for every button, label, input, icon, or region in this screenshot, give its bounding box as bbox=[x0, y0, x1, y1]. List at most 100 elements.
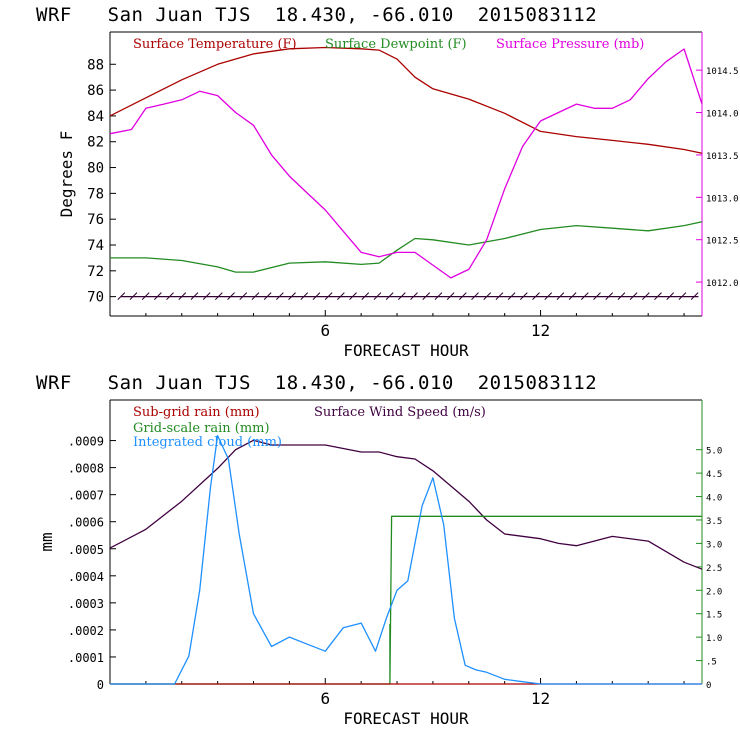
y-tick-label: .0008 bbox=[68, 462, 104, 476]
wind-barb bbox=[312, 292, 321, 300]
wind-barb bbox=[202, 292, 211, 300]
y-tick-label: 86 bbox=[87, 83, 104, 99]
top-chart-title: WRF San Juan TJS 18.430, -66.010 2015083… bbox=[36, 4, 598, 26]
y2-tick-label: 2.5 bbox=[706, 564, 722, 574]
series-line-grid-scale-rain-mm bbox=[110, 515, 702, 685]
wind-barb bbox=[446, 292, 455, 300]
y2-tick-label: 1012.0 bbox=[706, 279, 739, 289]
y2-tick-label: 1014.0 bbox=[706, 110, 739, 120]
y2-tick-label: 4.0 bbox=[706, 494, 722, 504]
series-line-surface-pressure-mb bbox=[109, 48, 703, 279]
wind-barb bbox=[507, 292, 516, 300]
series-line-surface-wind-speed-m-s bbox=[109, 439, 703, 570]
y-tick-label: .0002 bbox=[68, 624, 104, 638]
wind-barb bbox=[458, 292, 467, 300]
y-tick-label: 78 bbox=[87, 186, 104, 202]
wind-barb bbox=[349, 292, 357, 300]
y-tick-label: 82 bbox=[87, 135, 104, 151]
temperature-dewpoint-pressure-chart: 6 12 FORECAST HOUR 70 72 74 76 78 80 82 84 86 88 Degr… bbox=[57, 31, 739, 360]
x-tick-label: 6 bbox=[320, 689, 330, 708]
wind-barb bbox=[434, 292, 443, 300]
wind-barb bbox=[605, 292, 614, 300]
wind-barb bbox=[544, 292, 553, 300]
y2-tick-label: 3.5 bbox=[706, 517, 722, 527]
bottom-chart-title: WRF San Juan TJS 18.430, -66.010 2015083… bbox=[36, 372, 598, 394]
wind-barb bbox=[422, 292, 431, 300]
y2-tick-label: 4.5 bbox=[706, 470, 722, 480]
wind-barb bbox=[568, 292, 577, 300]
wind-barb bbox=[141, 292, 150, 300]
wind-barb bbox=[690, 292, 699, 300]
wind-barb bbox=[178, 292, 187, 300]
wind-barb bbox=[593, 292, 601, 300]
y-tick-label: .0004 bbox=[68, 570, 104, 584]
wind-barb bbox=[336, 292, 345, 300]
legend-entry-sub-grid-rain-mm: Sub-grid rain (mm) bbox=[133, 405, 260, 420]
wind-barb bbox=[129, 292, 138, 300]
wind-barb bbox=[666, 292, 675, 300]
wind-barb bbox=[519, 292, 528, 300]
wind-barb bbox=[300, 292, 309, 300]
y2-tick-label: 1013.5 bbox=[706, 152, 739, 162]
wind-barb bbox=[410, 292, 418, 300]
wind-barb bbox=[373, 292, 382, 300]
wind-barb bbox=[471, 292, 479, 300]
y-tick-label: .0007 bbox=[68, 489, 104, 503]
x-tick-label: 12 bbox=[531, 689, 550, 708]
y2-tick-label: .5 bbox=[706, 658, 717, 668]
y-tick-label: .0009 bbox=[68, 435, 104, 449]
wind-barb bbox=[263, 292, 272, 300]
x-axis-label: FORECAST HOUR bbox=[343, 341, 469, 360]
series-line-surface-temperature-f bbox=[109, 46, 703, 154]
legend-entry-surface-dewpoint-f: Surface Dewpoint (F) bbox=[325, 37, 467, 52]
wind-barb bbox=[251, 292, 260, 300]
wind-barb bbox=[117, 292, 126, 300]
y-tick-label: .0005 bbox=[68, 543, 104, 557]
wind-barb bbox=[495, 292, 504, 300]
wind-barb bbox=[275, 292, 284, 300]
y-tick-label: .0006 bbox=[68, 516, 104, 530]
y2-tick-label: 1014.5 bbox=[706, 67, 739, 77]
wind-barb bbox=[215, 292, 223, 300]
x-tick-label: 12 bbox=[531, 321, 550, 340]
wind-barb bbox=[385, 292, 394, 300]
y-tick-label: 84 bbox=[87, 109, 104, 125]
y2-tick-label: 1.0 bbox=[706, 634, 722, 644]
wind-barb bbox=[532, 292, 540, 300]
x-tick-label: 6 bbox=[320, 321, 330, 340]
y-axis-label: Degrees F bbox=[57, 131, 76, 218]
y2-tick-label: 1012.5 bbox=[706, 237, 739, 247]
legend-entry-integrated-cloud-mm: Integrated cloud (mm) bbox=[133, 435, 282, 450]
wind-barb bbox=[239, 292, 248, 300]
y-tick-label: .0001 bbox=[68, 651, 104, 665]
legend-entry-surface-temperature-f: Surface Temperature (F) bbox=[133, 37, 297, 52]
wind-barb bbox=[580, 292, 589, 300]
wind-barb bbox=[556, 292, 565, 300]
legend-entry-surface-wind-speed-m-s: Surface Wind Speed (m/s) bbox=[314, 405, 486, 420]
wind-barb bbox=[288, 292, 296, 300]
y2-tick-label: 3.0 bbox=[706, 540, 722, 550]
y-tick-label: 72 bbox=[87, 264, 104, 280]
y-tick-label: 80 bbox=[87, 161, 104, 177]
y2-tick-label: 2.0 bbox=[706, 587, 722, 597]
y-tick-label: 76 bbox=[87, 212, 104, 228]
wind-barb bbox=[654, 292, 662, 300]
y2-tick-label: 1.5 bbox=[706, 611, 722, 621]
wind-barb bbox=[166, 292, 174, 300]
wind-barb bbox=[324, 292, 333, 300]
y-tick-label: 74 bbox=[87, 238, 104, 254]
rain-cloud-wind-chart: 6 12 FORECAST HOUR 0 .0001 .0002 .0003 .0004 .00… bbox=[37, 399, 722, 728]
x-axis-label: FORECAST HOUR bbox=[343, 709, 469, 728]
y2-tick-label: 1013.0 bbox=[706, 194, 739, 204]
y-axis-label: mm bbox=[37, 532, 56, 551]
wind-barb bbox=[397, 292, 406, 300]
series-line-integrated-cloud-mm bbox=[110, 434, 702, 685]
wind-barb bbox=[629, 292, 638, 300]
wind-barb bbox=[678, 292, 687, 300]
wind-barb bbox=[154, 292, 162, 300]
y2-tick-label: 0 bbox=[706, 681, 711, 691]
y-tick-label: 70 bbox=[87, 290, 104, 306]
legend-entry-surface-pressure-mb: Surface Pressure (mb) bbox=[496, 37, 644, 52]
wind-barb bbox=[483, 292, 492, 300]
